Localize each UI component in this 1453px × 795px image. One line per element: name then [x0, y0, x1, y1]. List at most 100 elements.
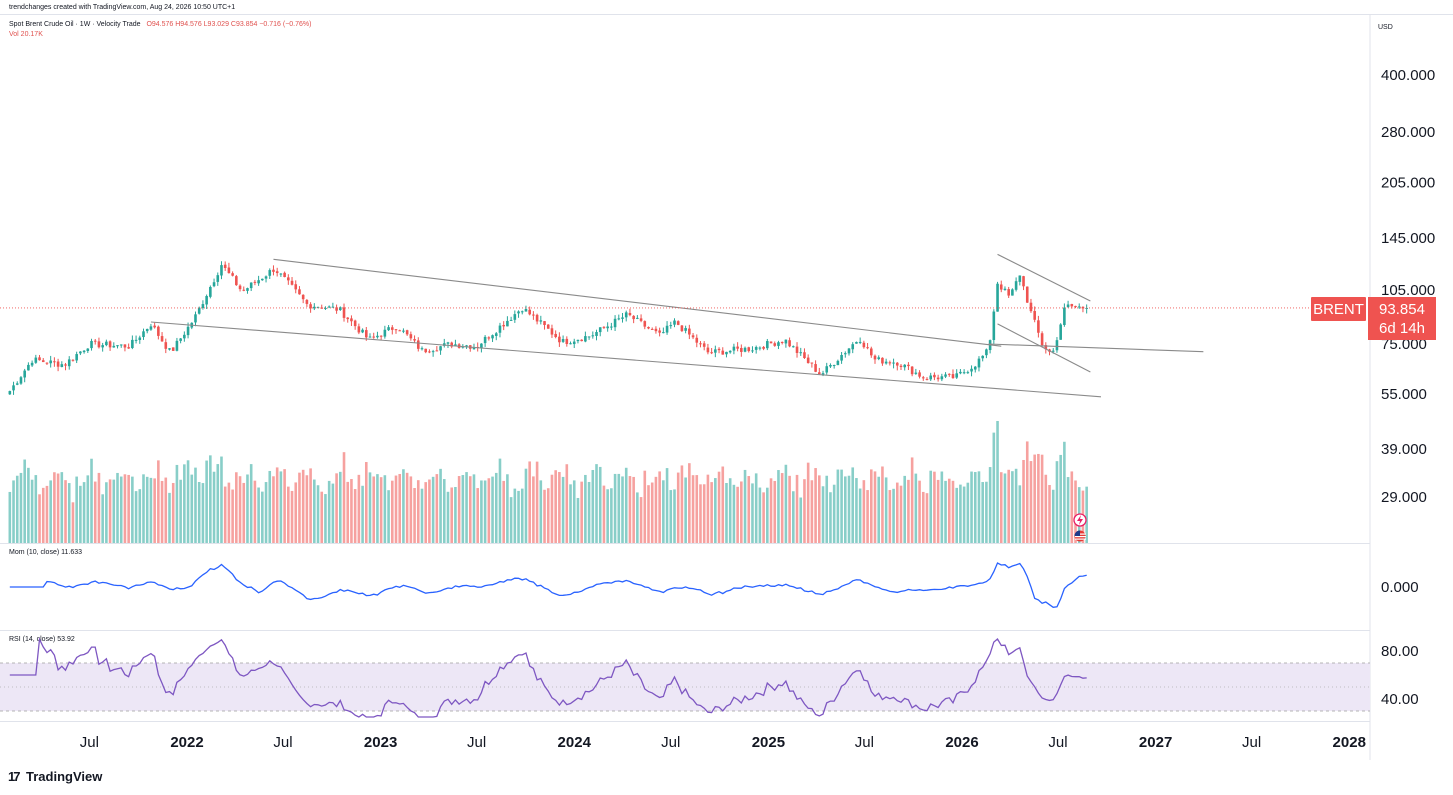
- volume-bar: [390, 480, 394, 543]
- volume-bar: [142, 474, 145, 543]
- volume-bar: [164, 477, 168, 543]
- volume-bar: [840, 469, 843, 543]
- volume-bar: [316, 485, 320, 543]
- tradingview-brand[interactable]: 17 TradingView: [8, 769, 102, 784]
- volume-bar: [702, 484, 706, 543]
- candle-body: [658, 330, 661, 333]
- volume-bar: [936, 479, 940, 543]
- candle-body: [1085, 307, 1088, 309]
- candle-body: [461, 346, 465, 348]
- candle-body: [955, 373, 958, 378]
- volume-bar: [873, 471, 877, 543]
- candle-body: [142, 331, 145, 338]
- candle-body: [676, 321, 680, 325]
- candle-body: [212, 282, 216, 287]
- candle-body: [257, 280, 260, 284]
- volume-bar: [665, 468, 669, 543]
- candle-body: [1037, 320, 1040, 333]
- candle-body: [1040, 333, 1044, 346]
- volume-bar: [732, 484, 736, 543]
- candle-body: [532, 314, 535, 316]
- candle-body: [1011, 289, 1014, 296]
- volume-bar: [639, 497, 643, 543]
- volume-bar: [792, 491, 795, 543]
- lightning-icon[interactable]: [1073, 513, 1087, 527]
- candle-body: [513, 314, 517, 320]
- candle-body: [175, 340, 179, 351]
- symbol-ohlc-line: Spot Brent Crude Oil · 1W · Velocity Tra…: [9, 21, 311, 28]
- volume-bar: [565, 464, 569, 543]
- volume-bar: [676, 472, 680, 543]
- volume-bar: [402, 469, 405, 543]
- volume-bar: [598, 466, 602, 543]
- volume-bar: [591, 469, 595, 543]
- candle-body: [636, 317, 639, 319]
- volume-bar: [962, 486, 966, 543]
- volume-bar: [149, 477, 153, 543]
- volume-bar: [86, 475, 90, 543]
- time-tick-label: Jul: [855, 734, 874, 751]
- volume-bar: [357, 474, 361, 543]
- volume-bar: [914, 473, 918, 543]
- candle-body: [825, 366, 829, 373]
- candle-body: [498, 325, 502, 333]
- candle-body: [892, 362, 895, 364]
- candle-body: [272, 269, 275, 272]
- volume-bar: [539, 480, 543, 543]
- volume-bar: [116, 472, 119, 543]
- volume-bar: [64, 480, 67, 543]
- last-price-badge[interactable]: BRENT 93.854 6d 14h: [1311, 297, 1436, 340]
- price-tick-label: 145.000: [1381, 230, 1435, 247]
- volume-bar: [851, 467, 855, 543]
- volume-bar: [416, 480, 420, 543]
- volume-bar: [1033, 454, 1036, 543]
- candle-body: [873, 355, 877, 360]
- candle-body: [632, 315, 635, 320]
- price-tick-label: 400.000: [1381, 67, 1435, 84]
- price-axis[interactable]: 400.000 280.000 205.000 145.000 105.000 75.00…: [1381, 67, 1435, 506]
- volume-bar: [480, 480, 483, 543]
- candle-body: [357, 326, 361, 333]
- trendlines[interactable]: [150, 253, 1204, 398]
- candle-body: [933, 374, 936, 378]
- candle-body: [520, 311, 524, 313]
- candle-body: [168, 348, 171, 350]
- volume-bar: [710, 482, 713, 543]
- candle-body: [216, 275, 220, 282]
- volume-bar: [918, 480, 921, 543]
- candle-body: [929, 375, 933, 380]
- candle-body: [27, 364, 30, 371]
- time-axis[interactable]: Jul 2022 Jul 2023 Jul 2024 Jul 2025 Jul 2026 Jul 20…: [80, 734, 1366, 751]
- candle-body: [665, 325, 669, 333]
- candle-body: [372, 336, 376, 338]
- volume-bar: [15, 475, 19, 543]
- rsi-upper-label: 80.00: [1381, 643, 1419, 660]
- volume-bar: [1059, 454, 1062, 543]
- candle-body: [966, 372, 970, 374]
- candle-body: [862, 342, 866, 348]
- volume-bar: [216, 464, 220, 543]
- candle-body: [313, 306, 316, 309]
- time-tick-label: Jul: [1048, 734, 1067, 751]
- candle-body: [331, 306, 335, 308]
- volume-bar: [959, 484, 962, 543]
- candle-body: [747, 347, 751, 352]
- candle-body: [617, 318, 621, 320]
- candle-body: [754, 347, 758, 350]
- candle-body: [554, 333, 557, 338]
- candle-body: [390, 327, 394, 330]
- candle-body: [699, 343, 702, 345]
- volume-bar: [313, 479, 316, 543]
- candle-body: [309, 304, 312, 309]
- candle-body: [279, 273, 283, 275]
- candle-body: [75, 354, 78, 361]
- candle-body: [409, 334, 413, 339]
- volume-bar: [483, 480, 487, 543]
- time-tick-label: Jul: [1242, 734, 1261, 751]
- candle-body: [112, 345, 116, 348]
- us-flag-icon[interactable]: [1074, 530, 1087, 542]
- candle-body: [1055, 340, 1059, 351]
- candle-body: [962, 372, 966, 374]
- candle-body: [450, 342, 453, 347]
